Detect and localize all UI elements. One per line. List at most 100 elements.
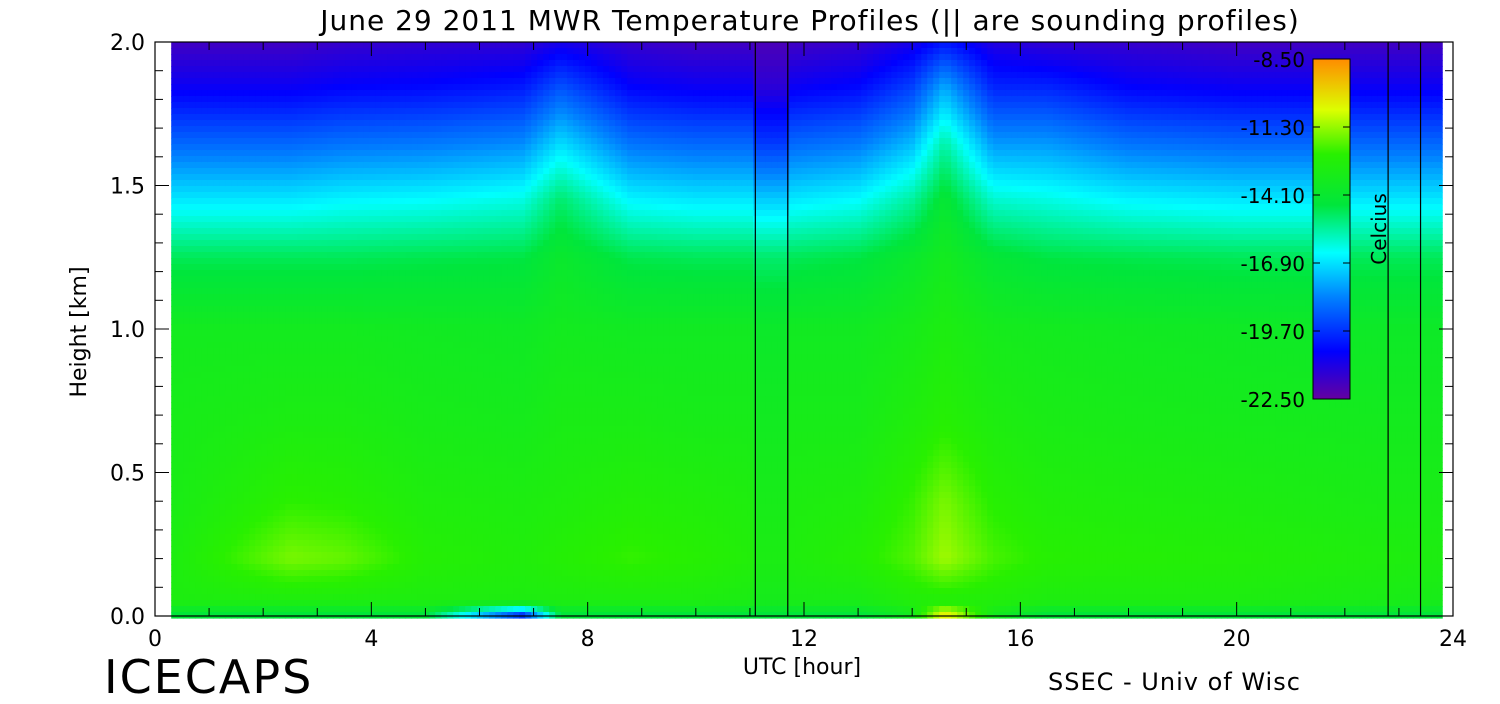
heatmap-cell bbox=[477, 168, 484, 175]
heatmap-cell bbox=[369, 102, 376, 109]
heatmap-cell bbox=[189, 564, 196, 571]
heatmap-cell bbox=[189, 552, 196, 559]
heatmap-cell bbox=[417, 198, 424, 205]
heatmap-cell bbox=[423, 102, 430, 109]
heatmap-cell bbox=[249, 210, 256, 217]
heatmap-cell bbox=[381, 108, 388, 115]
heatmap-cell bbox=[291, 612, 298, 619]
heatmap-cell bbox=[267, 504, 274, 511]
heatmap-cell bbox=[225, 414, 232, 421]
heatmap-cell bbox=[339, 588, 346, 595]
heatmap-cell bbox=[375, 186, 382, 193]
heatmap-cell bbox=[465, 420, 472, 427]
heatmap-cell bbox=[333, 132, 340, 139]
heatmap-cell bbox=[201, 444, 208, 451]
heatmap-cell bbox=[279, 102, 286, 109]
heatmap-cell bbox=[285, 354, 292, 361]
heatmap-cell bbox=[195, 546, 202, 553]
heatmap-cell bbox=[177, 612, 184, 619]
heatmap-cell bbox=[303, 342, 310, 349]
heatmap-cell bbox=[423, 402, 430, 409]
heatmap-cell bbox=[351, 198, 358, 205]
heatmap-cell bbox=[417, 516, 424, 523]
heatmap-cell bbox=[183, 528, 190, 535]
heatmap-cell bbox=[261, 372, 268, 379]
heatmap-cell bbox=[321, 252, 328, 259]
heatmap-cell bbox=[459, 138, 466, 145]
heatmap-cell bbox=[357, 516, 364, 523]
heatmap-cell bbox=[201, 252, 208, 259]
heatmap-cell bbox=[309, 66, 316, 73]
heatmap-cell bbox=[297, 258, 304, 265]
heatmap-cell bbox=[351, 72, 358, 79]
heatmap-cell bbox=[345, 204, 352, 211]
heatmap-cell bbox=[189, 120, 196, 127]
heatmap-cell bbox=[381, 114, 388, 121]
heatmap-cell bbox=[291, 540, 298, 547]
heatmap-cell bbox=[405, 336, 412, 343]
heatmap-cell bbox=[333, 168, 340, 175]
heatmap-cell bbox=[375, 534, 382, 541]
heatmap-cell bbox=[429, 72, 436, 79]
heatmap-cell bbox=[345, 318, 352, 325]
heatmap-cell bbox=[351, 54, 358, 61]
heatmap-cell bbox=[351, 342, 358, 349]
heatmap-cell bbox=[213, 126, 220, 133]
heatmap-cell bbox=[213, 492, 220, 499]
heatmap-cell bbox=[171, 252, 178, 259]
heatmap-cell bbox=[459, 192, 466, 199]
heatmap-cell bbox=[243, 444, 250, 451]
heatmap-cell bbox=[483, 42, 490, 49]
heatmap-cell bbox=[357, 504, 364, 511]
heatmap-cell bbox=[195, 60, 202, 67]
heatmap-cell bbox=[417, 192, 424, 199]
heatmap-cell bbox=[243, 570, 250, 577]
heatmap-cell bbox=[261, 456, 268, 463]
heatmap-cell bbox=[309, 366, 316, 373]
heatmap-cell bbox=[279, 384, 286, 391]
heatmap-cell bbox=[399, 390, 406, 397]
heatmap-cell bbox=[249, 264, 256, 271]
heatmap-cell bbox=[231, 90, 238, 97]
heatmap-cell bbox=[195, 408, 202, 415]
heatmap-cell bbox=[225, 324, 232, 331]
heatmap-cell bbox=[291, 78, 298, 85]
heatmap-cell bbox=[189, 492, 196, 499]
heatmap-cell bbox=[405, 510, 412, 517]
heatmap-cell bbox=[375, 504, 382, 511]
heatmap-cell bbox=[453, 300, 460, 307]
heatmap-cell bbox=[297, 540, 304, 547]
heatmap-cell bbox=[477, 264, 484, 271]
heatmap-cell bbox=[297, 180, 304, 187]
heatmap-cell bbox=[249, 558, 256, 565]
heatmap-cell bbox=[231, 132, 238, 139]
heatmap-cell bbox=[477, 192, 484, 199]
heatmap-cell bbox=[255, 246, 262, 253]
heatmap-cell bbox=[243, 72, 250, 79]
heatmap-cell bbox=[237, 60, 244, 67]
heatmap-cell bbox=[189, 576, 196, 583]
heatmap-cell bbox=[279, 462, 286, 469]
heatmap-cell bbox=[411, 246, 418, 253]
heatmap-cell bbox=[381, 312, 388, 319]
heatmap-cell bbox=[423, 378, 430, 385]
heatmap-cell bbox=[255, 324, 262, 331]
heatmap-cell bbox=[171, 216, 178, 223]
heatmap-cell bbox=[351, 390, 358, 397]
heatmap-cell bbox=[171, 432, 178, 439]
heatmap-cell bbox=[213, 282, 220, 289]
heatmap-cell bbox=[459, 294, 466, 301]
heatmap-cell bbox=[381, 360, 388, 367]
heatmap-cell bbox=[399, 438, 406, 445]
heatmap-cell bbox=[243, 336, 250, 343]
heatmap-cell bbox=[471, 150, 478, 157]
heatmap-cell bbox=[207, 276, 214, 283]
heatmap-cell bbox=[297, 240, 304, 247]
heatmap-cell bbox=[465, 282, 472, 289]
heatmap-cell bbox=[237, 402, 244, 409]
heatmap-cell bbox=[189, 438, 196, 445]
heatmap-cell bbox=[447, 252, 454, 259]
heatmap-cell bbox=[381, 84, 388, 91]
heatmap-cell bbox=[195, 234, 202, 241]
heatmap-cell bbox=[219, 192, 226, 199]
